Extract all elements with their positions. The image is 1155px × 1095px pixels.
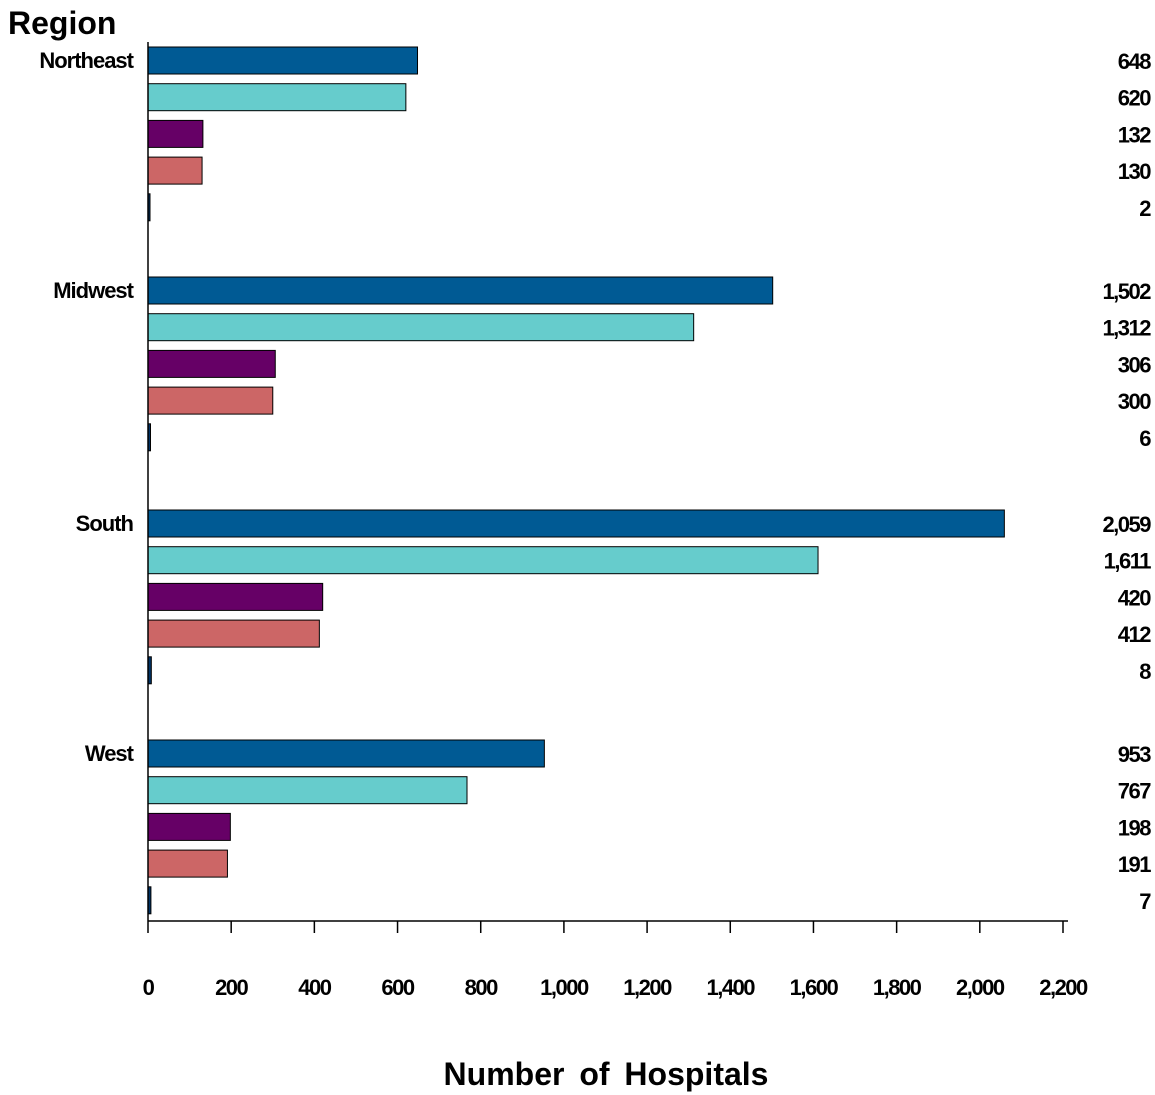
x-tick-label-2000: 2,000 — [956, 975, 1005, 1000]
value-label-northeast-4: 130 — [1118, 159, 1151, 184]
category-label-midwest: Midwest — [53, 278, 134, 303]
value-label-west-3: 198 — [1118, 815, 1151, 840]
category-group-south: South 2,059 1,611 420 412 8 — [76, 509, 1153, 685]
x-tick-label-1200: 1,200 — [623, 975, 672, 1000]
y-axis-title: Region — [8, 5, 116, 41]
value-label-west-5: 7 — [1139, 889, 1151, 914]
x-tick-label-800: 800 — [465, 975, 498, 1000]
x-tick-label-0: 0 — [143, 975, 155, 1000]
bar-west-2 — [147, 776, 468, 805]
x-tick-label-1000: 1,000 — [540, 975, 589, 1000]
value-label-northeast-5: 2 — [1139, 196, 1151, 221]
value-label-midwest-2: 1,312 — [1102, 316, 1151, 341]
category-label-west: West — [85, 741, 135, 766]
x-tick-label-2200: 2,200 — [1039, 975, 1088, 1000]
bar-midwest-4 — [147, 386, 274, 415]
x-tick-label-1600: 1,600 — [790, 975, 839, 1000]
x-tick-label-400: 400 — [298, 975, 331, 1000]
x-tick-label-200: 200 — [215, 975, 248, 1000]
value-label-northeast-1: 648 — [1118, 49, 1151, 74]
category-group-west: West 953 767 198 191 7 — [85, 739, 1153, 915]
bar-midwest-2 — [147, 313, 695, 342]
x-tick-label-1800: 1,800 — [873, 975, 922, 1000]
value-label-northeast-3: 132 — [1118, 122, 1151, 147]
value-label-midwest-4: 300 — [1118, 389, 1151, 414]
bar-south-3 — [147, 582, 324, 611]
value-label-midwest-1: 1,502 — [1102, 279, 1151, 304]
value-label-south-4: 412 — [1118, 622, 1151, 647]
bar-west-3 — [147, 812, 231, 841]
value-label-south-1: 2,059 — [1102, 512, 1151, 537]
bar-northeast-4 — [147, 156, 203, 185]
axes-layer: 0 200 400 600 800 1,000 1,200 1,400 1,600 1,800 2,… — [143, 42, 1090, 1000]
category-group-northeast: Northeast 648 620 132 130 2 — [39, 46, 1153, 222]
category-group-midwest: Midwest 1,502 1,312 306 300 6 — [53, 276, 1153, 452]
bar-midwest-1 — [147, 276, 774, 305]
bar-northeast-3 — [147, 119, 204, 148]
bar-midwest-3 — [147, 349, 276, 378]
bar-northeast-1 — [147, 46, 419, 75]
value-label-northeast-2: 620 — [1118, 86, 1151, 111]
value-label-west-2: 767 — [1118, 779, 1151, 804]
value-label-west-4: 191 — [1118, 852, 1151, 877]
bar-west-1 — [147, 739, 545, 768]
value-label-midwest-5: 6 — [1139, 426, 1151, 451]
value-label-south-3: 420 — [1118, 585, 1151, 610]
x-tick-label-1400: 1,400 — [706, 975, 755, 1000]
bars-layer: Northeast 648 620 132 130 2 Midwest 1,502 1,312 3… — [39, 46, 1153, 915]
bar-south-2 — [147, 546, 819, 575]
value-label-south-5: 8 — [1139, 659, 1151, 684]
bar-south-4 — [147, 619, 320, 648]
value-label-south-2: 1,611 — [1104, 549, 1152, 574]
bar-west-4 — [147, 849, 228, 878]
category-label-northeast: Northeast — [39, 48, 134, 73]
bar-northeast-2 — [147, 83, 407, 112]
bar-south-1 — [147, 509, 1005, 538]
x-axis-title: Number of Hospitals — [444, 1056, 769, 1092]
category-label-south: South — [76, 511, 134, 536]
value-label-midwest-3: 306 — [1118, 352, 1151, 377]
x-tick-label-600: 600 — [381, 975, 414, 1000]
value-label-west-1: 953 — [1118, 742, 1151, 767]
